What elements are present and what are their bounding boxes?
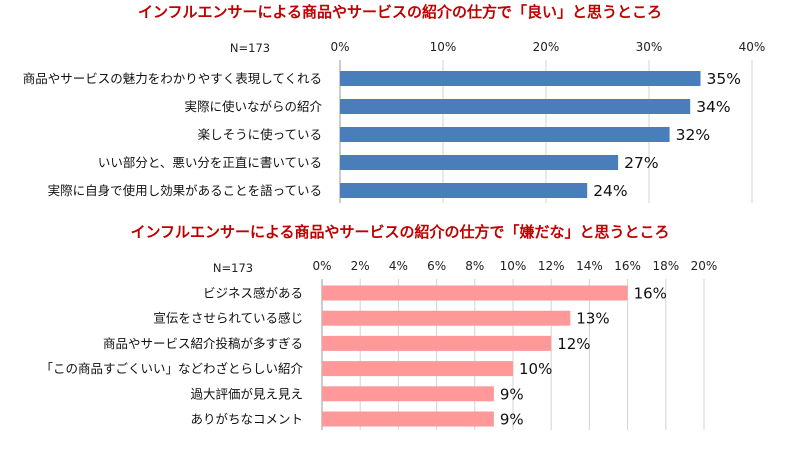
chart1-value-label: 34% <box>696 98 730 116</box>
chart1-n-label: N=173 <box>230 41 270 55</box>
chart1-value-label: 35% <box>707 70 741 88</box>
chart1-bar <box>340 155 619 170</box>
chart1-category-label: 実際に使いながらの紹介 <box>184 99 322 114</box>
chart1-category-label: 商品やサービスの魅力をわかりやすく表現してくれる <box>23 71 322 86</box>
chart2-bar <box>322 285 628 301</box>
chart2-category-label: 「この商品すごくいい」などわざとらしい紹介 <box>40 361 303 376</box>
chart1-bar <box>340 71 701 86</box>
chart2-tick-label: 14% <box>576 259 603 273</box>
chart2-n-label: N=173 <box>213 261 253 275</box>
chart2-tick-label: 10% <box>500 259 527 273</box>
chart2-tick-label: 12% <box>538 259 565 273</box>
chart2-tick-label: 2% <box>351 259 370 273</box>
chart1-category-label: 楽しそうに使っている <box>198 127 322 142</box>
chart1-category-label: 実際に自身で使用し効果があることを語っている <box>48 183 322 198</box>
chart2-value-label: 13% <box>576 310 609 328</box>
chart2-tick-label: 18% <box>652 259 679 273</box>
chart1-tick-label: 10% <box>430 40 457 54</box>
chart1-title: インフルエンサーによる商品やサービスの紹介の仕方で「良い」と思うところ <box>138 3 662 21</box>
chart2-bar <box>322 361 513 377</box>
chart2-tick-label: 16% <box>614 259 641 273</box>
chart2-bar <box>322 411 494 427</box>
chart1-value-label: 27% <box>624 154 658 172</box>
chart1-bar <box>340 183 588 198</box>
chart1-category-label: いい部分と、悪い分を正直に書いている <box>98 155 322 170</box>
chart2-value-label: 9% <box>500 385 524 403</box>
chart1-tick-label: 20% <box>533 40 560 54</box>
chart1-bar <box>340 99 691 114</box>
chart1-bar <box>340 127 670 142</box>
chart2-tick-label: 4% <box>389 259 408 273</box>
chart2-bar <box>322 335 552 351</box>
chart2-tick-label: 20% <box>691 259 718 273</box>
chart1-tick-label: 0% <box>330 40 349 54</box>
chart2-bar <box>322 310 571 326</box>
chart2-bar <box>322 386 494 402</box>
chart2-tick-label: 8% <box>465 259 484 273</box>
chart2-value-label: 12% <box>557 335 590 353</box>
chart1-tick-label: 40% <box>739 40 766 54</box>
chart1-tick-label: 30% <box>636 40 663 54</box>
chart2-tick-label: 6% <box>427 259 446 273</box>
chart2-category-label: 宣伝をさせられている感じ <box>153 311 303 326</box>
chart2-category-label: ビジネス感がある <box>203 286 303 301</box>
chart2-tick-label: 0% <box>312 259 331 273</box>
chart2-category-label: 過大評価が見え見え <box>190 386 303 401</box>
chart2-value-label: 9% <box>500 411 524 429</box>
chart2-title: インフルエンサーによる商品やサービスの紹介の仕方で「嫌だな」と思うところ <box>130 223 669 241</box>
chart2-value-label: 10% <box>519 360 552 378</box>
chart1-value-label: 24% <box>593 182 627 200</box>
chart2-category-label: 商品やサービス紹介投稿が多すぎる <box>103 336 303 351</box>
chart2-category-label: ありがちなコメント <box>190 412 303 427</box>
chart2-value-label: 16% <box>634 285 667 303</box>
chart1-value-label: 32% <box>676 126 710 144</box>
